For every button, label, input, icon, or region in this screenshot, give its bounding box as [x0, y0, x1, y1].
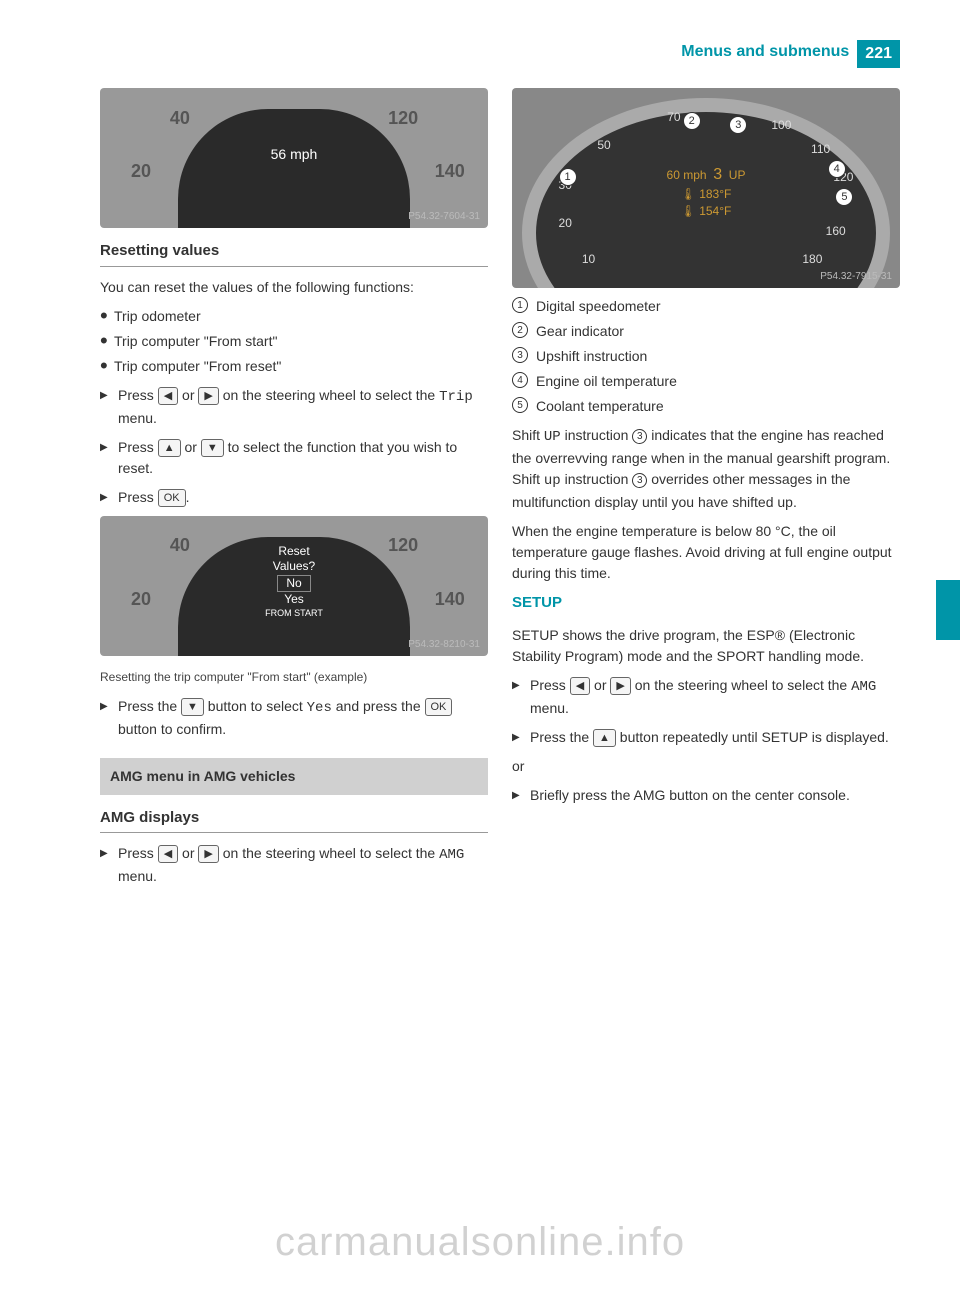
right-arrow-key-2: ▶ — [198, 845, 218, 863]
step-select-amg: Press ◀ or ▶ on the steering wheel to se… — [100, 843, 488, 887]
callout-2: 2 — [683, 112, 701, 130]
confirm-steps: Press the ▼ button to select Yes and pre… — [100, 696, 488, 740]
up-arrow-key-2: ▲ — [593, 729, 616, 747]
setup-paragraph: SETUP shows the drive program, the ESP® … — [512, 625, 900, 667]
header-bar: Menus and submenus 221 — [100, 40, 900, 68]
step-select-function: Press ▲ or ▼ to select the function that… — [100, 437, 488, 479]
gauge2-caption: Resetting the trip computer "From start"… — [100, 668, 488, 686]
gauge2-center: Reset Values? No Yes FROM START — [100, 544, 488, 620]
amg-steps: Press ◀ or ▶ on the steering wheel to se… — [100, 843, 488, 887]
down-arrow-key: ▼ — [201, 439, 224, 457]
gauge1-speed: 56 mph — [100, 144, 488, 165]
section-amg-menu: AMG menu in AMG vehicles — [100, 758, 488, 795]
legend-3: 3Upshift instruction — [512, 346, 900, 367]
header-title: Menus and submenus — [681, 40, 857, 68]
side-tab-band — [936, 580, 960, 640]
columns: 20 40 120 140 56 mph P54.32-7604-31 Rese… — [100, 88, 900, 1262]
gauge-image-1: 20 40 120 140 56 mph P54.32-7604-31 — [100, 88, 488, 228]
amg-gauge-image: 1 2 3 4 5 10 20 30 50 70 100 110 120 160… — [512, 88, 900, 288]
content-area: Menus and submenus 221 20 40 120 140 56 … — [0, 0, 920, 1302]
left-column: 20 40 120 140 56 mph P54.32-7604-31 Rese… — [100, 88, 488, 1262]
temp-paragraph: When the engine temperature is below 80 … — [512, 521, 900, 584]
callout-1: 1 — [559, 168, 577, 186]
legend-5: 5Coolant temperature — [512, 396, 900, 417]
side-tab: On-board computer and displays — [920, 0, 960, 1302]
callout-4: 4 — [828, 160, 846, 178]
page-container: Menus and submenus 221 20 40 120 140 56 … — [0, 0, 960, 1302]
setup-step-1: Press ◀ or ▶ on the steering wheel to se… — [512, 675, 900, 719]
gauge1-label: P54.32-7604-31 — [408, 209, 480, 224]
setup-steps: Press ◀ or ▶ on the steering wheel to se… — [512, 675, 900, 748]
tick-40: 40 — [170, 105, 190, 132]
setup-steps-2: Briefly press the AMG button on the cent… — [512, 785, 900, 806]
legend-1: 1Digital speedometer — [512, 296, 900, 317]
right-arrow-key-3: ▶ — [610, 677, 630, 695]
gauge-image-2: 20 40 120 140 Reset Values? No Yes FROM … — [100, 516, 488, 656]
or-text: or — [512, 756, 900, 777]
up-arrow-key: ▲ — [158, 439, 181, 457]
setup-step-2: Press the ▲ button repeatedly until SETU… — [512, 727, 900, 748]
heading-amg-displays: AMG displays — [100, 807, 488, 834]
heading-resetting-values: Resetting values — [100, 240, 488, 267]
step-select-trip: Press ◀ or ▶ on the steering wheel to se… — [100, 385, 488, 429]
step-confirm-yes: Press the ▼ button to select Yes and pre… — [100, 696, 488, 740]
legend-2: 2Gear indicator — [512, 321, 900, 342]
setup-step-3: Briefly press the AMG button on the cent… — [512, 785, 900, 806]
heading-setup: SETUP — [512, 592, 900, 615]
ok-key: OK — [158, 489, 186, 507]
callout-legend: 1Digital speedometer 2Gear indicator 3Up… — [512, 296, 900, 417]
bullet-from-start: Trip computer "From start" — [100, 331, 488, 352]
gauge2-label: P54.32-8210-31 — [408, 637, 480, 652]
right-column: 1 2 3 4 5 10 20 30 50 70 100 110 120 160… — [512, 88, 900, 1262]
bullet-from-reset: Trip computer "From reset" — [100, 356, 488, 377]
reset-bullets: Trip odometer Trip computer "From start"… — [100, 306, 488, 377]
amg-gauge-label: P54.32-7915-31 — [820, 269, 892, 284]
tick-120: 120 — [388, 105, 418, 132]
bullet-trip-odometer: Trip odometer — [100, 306, 488, 327]
left-arrow-key-2: ◀ — [158, 845, 178, 863]
page-number: 221 — [857, 40, 900, 68]
down-arrow-key-2: ▼ — [181, 698, 204, 716]
ok-key-2: OK — [425, 698, 453, 716]
step-press-ok: Press OK. — [100, 487, 488, 508]
shift-paragraph: Shift UP instruction 3 indicates that th… — [512, 425, 900, 513]
legend-4: 4Engine oil temperature — [512, 371, 900, 392]
right-arrow-key: ▶ — [198, 387, 218, 405]
left-arrow-key: ◀ — [158, 387, 178, 405]
reset-steps: Press ◀ or ▶ on the steering wheel to se… — [100, 385, 488, 508]
left-arrow-key-3: ◀ — [570, 677, 590, 695]
amg-center: 60 mph 3 UP 🌡 183°F 🌡 154°F — [628, 164, 783, 220]
reset-intro: You can reset the values of the followin… — [100, 277, 488, 298]
